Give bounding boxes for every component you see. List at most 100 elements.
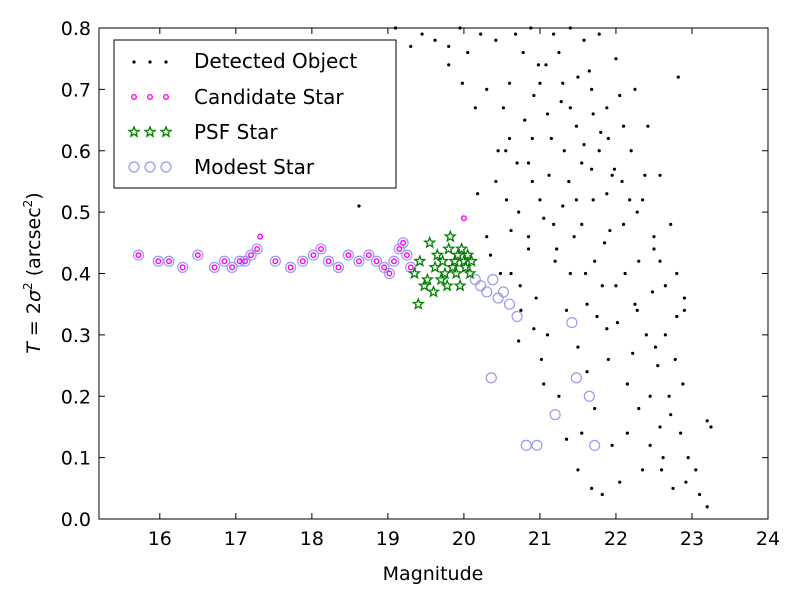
detected-object-point [536, 63, 541, 67]
modest-star-point [245, 249, 257, 261]
detected-object-point [705, 419, 709, 423]
detected-object-point [597, 149, 601, 153]
candidate-star-point [325, 258, 332, 265]
legend-marker-detected [148, 60, 152, 64]
detected-object-point [591, 198, 595, 202]
detected-object-point [658, 173, 662, 177]
detected-object-point [561, 204, 565, 208]
legend-marker-modest [160, 161, 172, 173]
candidate-star-point [373, 258, 380, 265]
candidate-star-point [236, 258, 243, 265]
detected-object-point [538, 198, 542, 202]
modest-star-point [269, 255, 281, 267]
modest-star-point [163, 255, 175, 267]
legend: Detected Object Candidate Star PSF Star … [113, 39, 397, 189]
detected-object-point [590, 486, 594, 490]
detected-object-point [485, 235, 489, 239]
modest-star-point [388, 255, 400, 267]
detected-object-point [409, 44, 413, 49]
detected-object-point [557, 50, 561, 55]
detected-object-point [608, 228, 612, 233]
detected-object-point [574, 198, 579, 202]
detected-object-point [567, 179, 571, 184]
modest-star-point [487, 274, 499, 286]
psf-star-point [420, 272, 435, 286]
x-tick-label: 17 [224, 528, 248, 550]
y-tick-label: 0.0 [61, 509, 91, 531]
detected-object-point [518, 284, 522, 288]
detected-object-point [507, 81, 512, 85]
detected-object-point [582, 143, 586, 147]
legend-marker-modest [144, 161, 156, 173]
modest-star-point [566, 317, 578, 329]
detected-object-point [599, 130, 603, 134]
points-layer [132, 26, 713, 509]
detected-object-point [357, 204, 361, 208]
y-tick-label: 0.4 [61, 264, 91, 286]
detected-object-point [585, 370, 589, 374]
detected-object-point [697, 492, 702, 497]
detected-object-point [557, 394, 561, 398]
psf-star-point [422, 235, 437, 249]
modest-star-point [475, 280, 487, 292]
detected-object-point [620, 179, 624, 184]
psf-star-point [426, 284, 441, 298]
detected-object-point [625, 382, 629, 386]
detected-object-point [606, 136, 610, 141]
detected-object-point [686, 456, 690, 460]
modest-star-point [152, 255, 164, 267]
modest-star-point [322, 255, 335, 267]
detected-object-point [671, 486, 675, 490]
detected-object-point [523, 118, 527, 122]
detected-object-point [433, 38, 437, 42]
psf-star-point [463, 266, 477, 280]
detected-object-point [580, 161, 584, 165]
detected-object-point [669, 413, 673, 417]
detected-object-point [585, 302, 589, 306]
modest-star-point [315, 243, 327, 255]
detected-object-point [564, 308, 569, 312]
detected-object-point [538, 81, 542, 85]
modest-star-point [497, 286, 510, 298]
detected-object-point [652, 235, 656, 239]
candidate-star-point [381, 264, 388, 271]
candidate-star-point [310, 252, 317, 259]
candidate-star-point [257, 233, 264, 240]
detected-object-point [663, 284, 667, 288]
y-tick-label: 0.5 [61, 202, 91, 224]
detected-object-point [643, 173, 647, 177]
detected-object-point [602, 241, 607, 245]
detected-object-point [663, 333, 667, 337]
detected-object-point [618, 480, 622, 484]
psf-star-point [464, 254, 479, 267]
detected-object-point [682, 296, 686, 300]
detected-object-point [650, 290, 655, 294]
x-tick-label: 19 [376, 528, 400, 550]
detected-object-point [694, 468, 698, 472]
candidate-star-point [400, 239, 407, 246]
candidate-star-point [386, 270, 393, 277]
modest-star-point [583, 390, 595, 402]
legend-marker-candidate [146, 93, 153, 100]
candidate-star-point [211, 264, 218, 271]
detected-object-point [587, 69, 591, 73]
detected-object-point [580, 222, 584, 226]
x-tick-label: 22 [604, 528, 628, 550]
detected-object-point [667, 394, 671, 398]
modest-star-point [531, 439, 543, 451]
detected-object-point [637, 406, 641, 411]
legend-marker-detected [164, 60, 168, 64]
detected-object-point [635, 210, 639, 214]
detected-object-point [580, 431, 584, 435]
psf-star-point [440, 278, 454, 292]
modest-star-point [511, 310, 523, 323]
modest-star-point [251, 243, 263, 255]
modest-star-point [397, 237, 409, 249]
psf-star-point [454, 241, 469, 255]
candidate-star-point [365, 252, 372, 259]
detected-object-point [621, 222, 626, 226]
modest-star-point [218, 255, 231, 267]
modest-star-point [192, 249, 204, 261]
detected-object-point [473, 106, 477, 110]
detected-object-point [576, 345, 580, 349]
